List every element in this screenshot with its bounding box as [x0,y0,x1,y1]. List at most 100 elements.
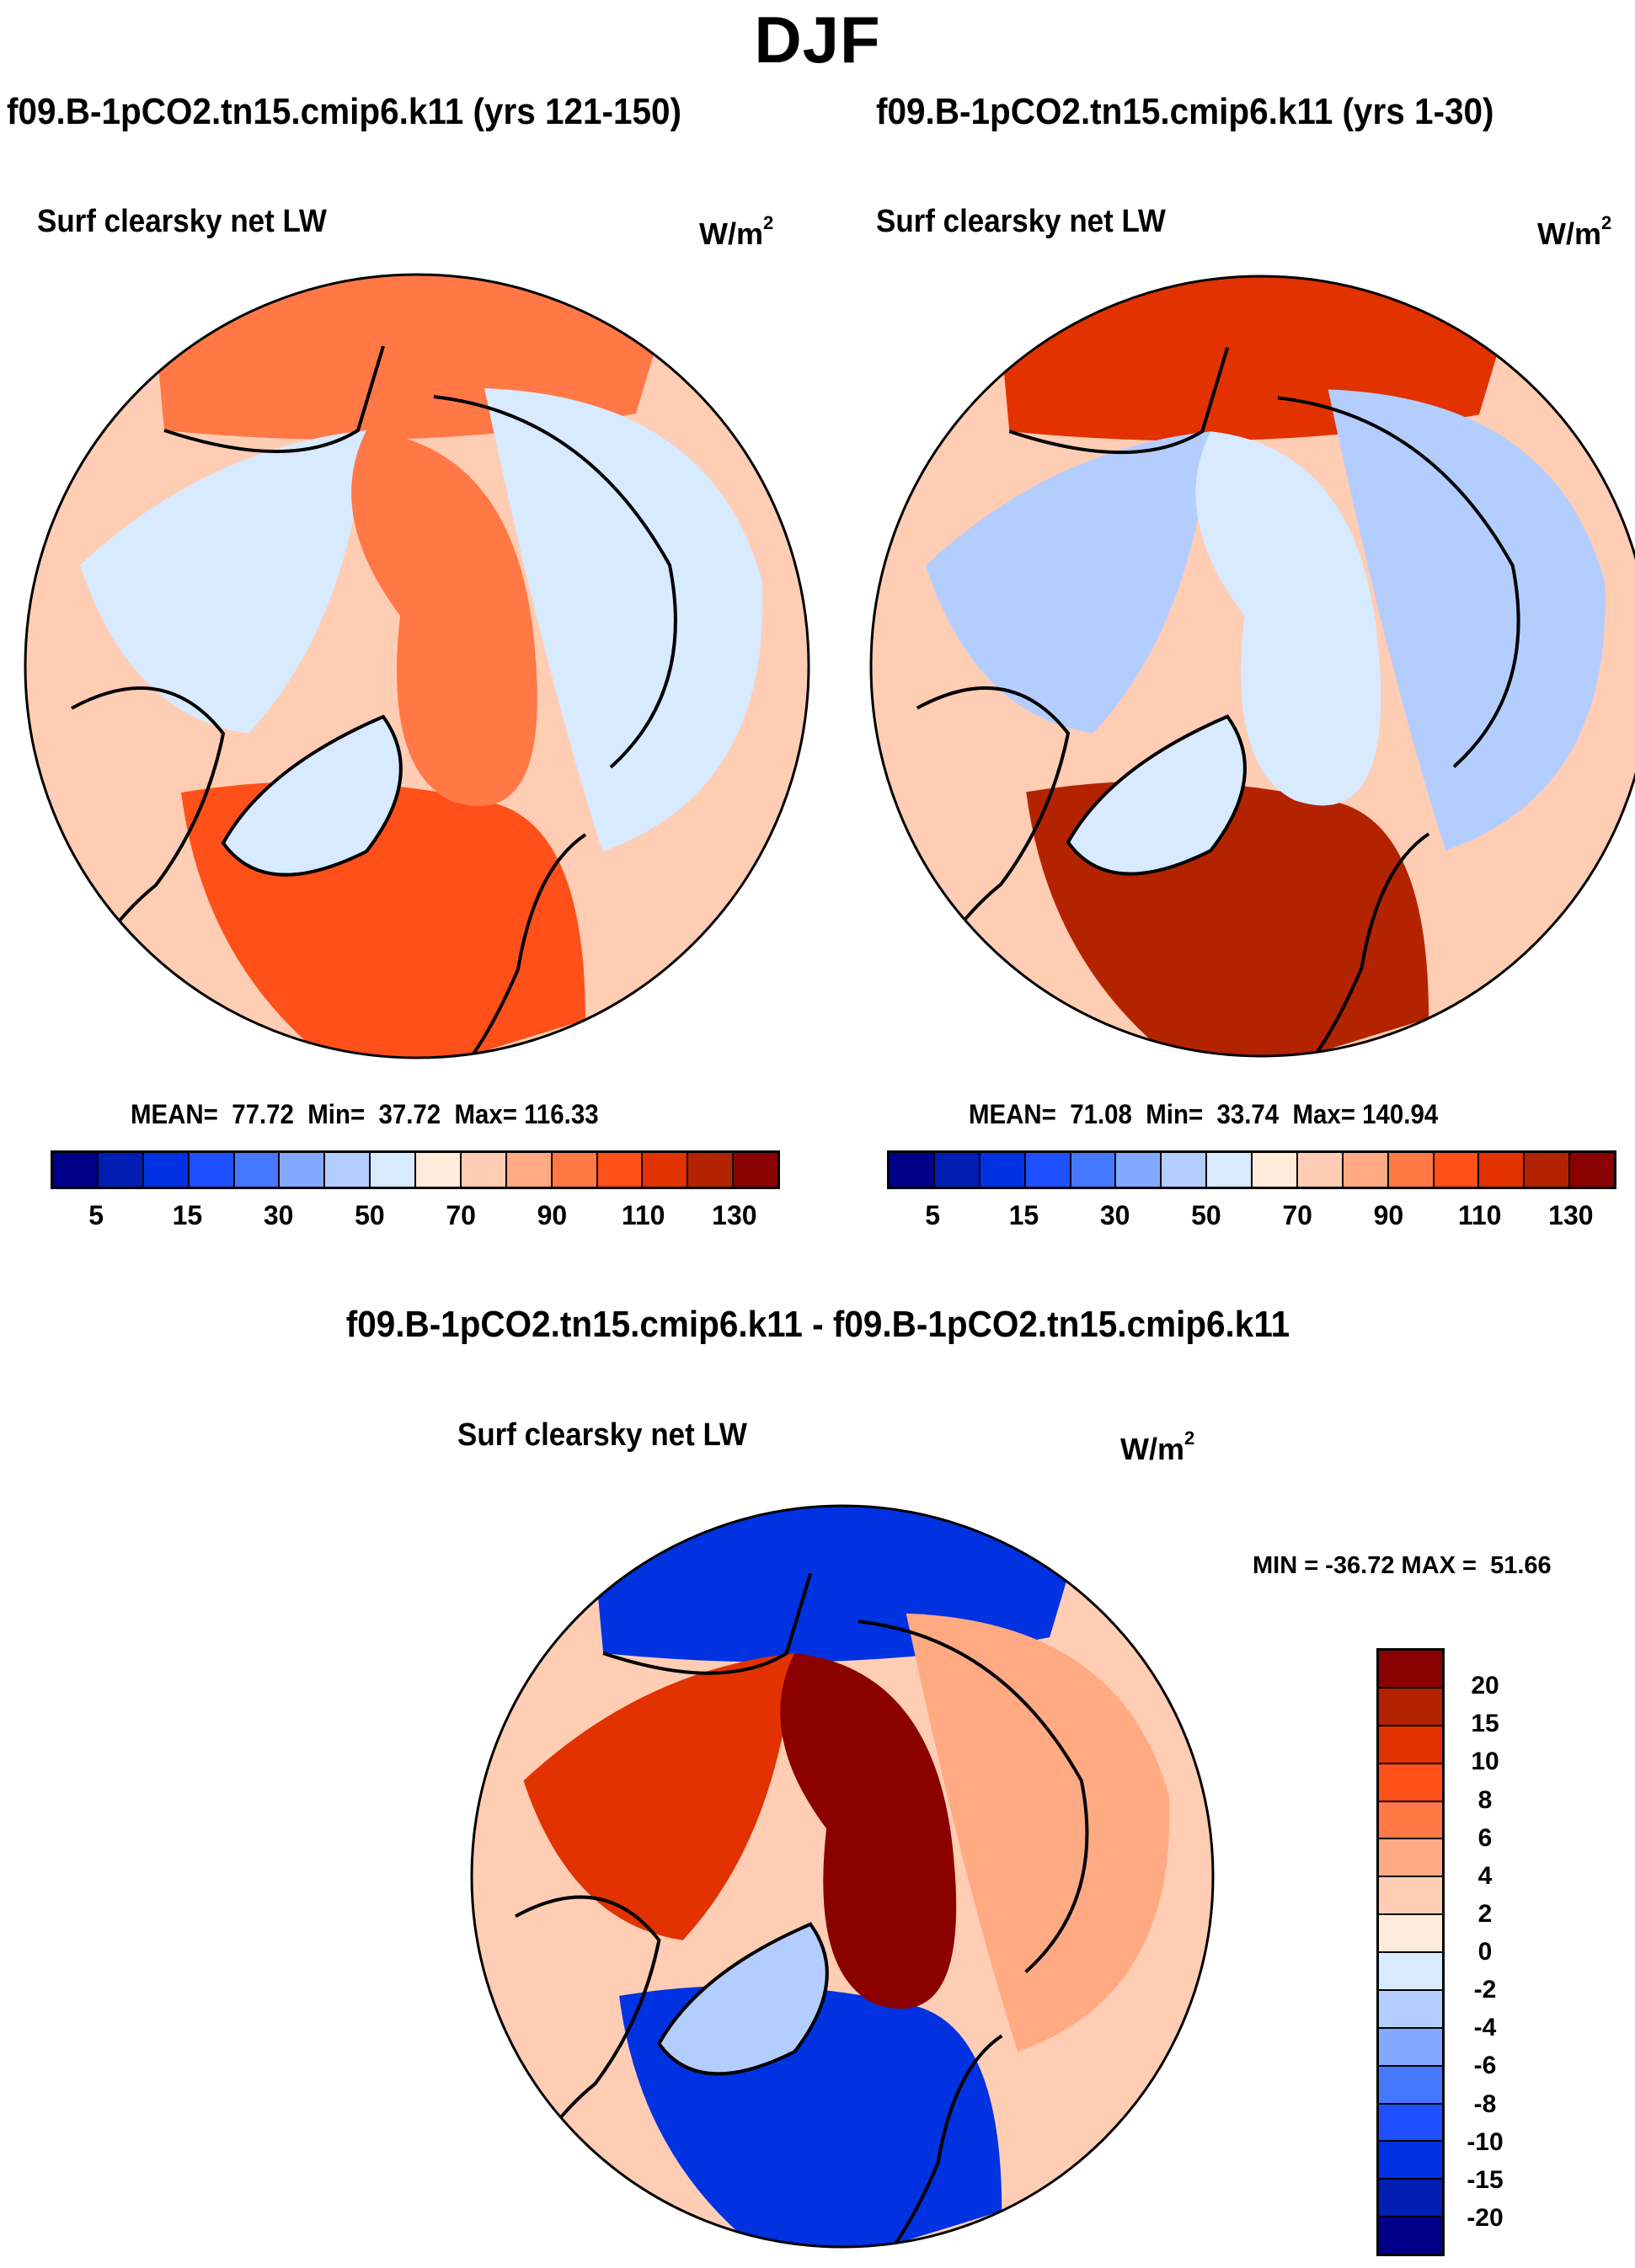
colorbar-swatch [1162,1153,1208,1187]
colorbar-tick-label: 10 [1471,1748,1499,1776]
max-label: Max= [1292,1099,1355,1129]
colorbar-tick-label: 130 [1548,1200,1594,1230]
colorbar-swatch [1379,1915,1442,1953]
map-fill [472,1506,1213,2247]
colorbar-swatch [416,1153,462,1187]
region-canada [80,430,366,734]
colorbar-tick-label: 30 [263,1200,294,1230]
colorbar-tick-label: -10 [1467,2127,1504,2156]
mean-value: 77.72 [232,1099,294,1129]
colorbar-swatch [1434,1153,1480,1187]
colorbar-swatch [325,1153,371,1187]
max-value: 116.33 [524,1099,599,1129]
colorbar-tick-label: -20 [1467,2203,1504,2232]
coastline-siberia [858,1620,1089,1974]
units-superscript: 2 [1184,1428,1195,1449]
region-arctic-ocean [1195,431,1381,806]
colorbar-tick-label: 5 [88,1200,104,1230]
colorbar-swatch [1570,1153,1614,1187]
colorbar-tick-label: -8 [1473,2089,1497,2118]
coastline-alaska [1008,347,1230,455]
stats-right: MEAN= 71.08 Min= 33.74 Max= 140.94 [969,1099,1438,1130]
coastline-scandinavia [1310,832,1430,1056]
colorbar-swatch [1379,1651,1442,1689]
colorbar-tick-label: 15 [1471,1710,1499,1738]
colorbar-tick-label: 2 [1477,1899,1493,1928]
variable-label-left: Surf clearsky net LW [37,204,327,239]
min-label: Min= [307,1099,366,1129]
colorbar-swatch [1379,1877,1442,1916]
colorbar-swatch [1379,1764,1442,1802]
colorbar-swatch [1388,1153,1435,1187]
map-boundary-circle [869,275,1635,1058]
colorbar-swatch [506,1153,553,1187]
colorbar-tick-label: 110 [621,1200,665,1230]
colorbar-tick-label: 6 [1477,1823,1493,1852]
colorbar-swatch [1297,1153,1344,1187]
colorbar-swatch [1525,1153,1571,1187]
colorbar-swatch [371,1153,416,1187]
coastline-hudson-bay [71,686,226,979]
coastline-alaska [163,345,385,453]
colorbar-swatch [53,1153,99,1187]
stats-difference: MIN = -36.72 MAX = 51.66 [1253,1552,1552,1580]
map-fill [871,276,1635,1056]
min-label: MIN = [1253,1552,1319,1579]
colorbar-swatch [890,1153,935,1187]
colorbar-difference [1376,1648,1445,2256]
season-title: DJF [754,3,881,77]
colorbar-tick-label: 90 [1373,1200,1404,1230]
colorbar-swatch [1379,1726,1442,1764]
coastline-alaska [602,1572,813,1675]
colorbar-tick-label: 20 [1471,1672,1499,1700]
map-panel-top-left [24,273,810,1059]
colorbar-swatch [280,1153,326,1187]
colorbar-swatch [597,1153,644,1187]
colorbar-swatch [1379,1688,1442,1726]
region-arctic-ocean [780,1653,957,2009]
coastline-siberia [1277,396,1520,768]
region-siberia [906,1613,1170,2052]
colorbar-tick-label: 70 [1282,1200,1312,1230]
colorbar-swatch [1379,1801,1442,1840]
region-canada [925,431,1211,734]
colorbar-swatch [189,1153,235,1187]
colorbar-swatch [1479,1153,1525,1187]
map-fill [25,275,809,1058]
coastline-hudson-bay [916,686,1071,978]
colorbar-tick-label: 130 [712,1200,757,1230]
units-superscript: 2 [763,212,774,233]
colorbar-swatch [1379,1990,1442,2029]
colorbar-swatch [1379,2142,1442,2180]
colorbar-left [51,1150,780,1189]
min-label: Min= [1146,1099,1204,1129]
colorbar-swatch [1379,2104,1442,2143]
min-value: 33.74 [1216,1099,1280,1129]
colorbar-swatch [934,1153,980,1187]
mean-label: MEAN= [969,1099,1056,1129]
map-panel-bottom-difference [470,1504,1215,2249]
colorbar-swatch [1379,2066,1442,2105]
colorbar-tick-label: 15 [1008,1200,1039,1230]
colorbar-swatch [1116,1153,1162,1187]
colorbar-swatch [688,1153,735,1187]
difference-title-text: f09.B-1pCO2.tn15.cmip6.k11 - f09.B-1pCO2… [345,1304,1290,1345]
units-superscript: 2 [1601,212,1612,233]
mean-label: MEAN= [131,1099,218,1129]
colorbar-swatch [734,1153,777,1187]
colorbar-tick-label: 30 [1099,1200,1130,1230]
region-greenland [657,1922,829,2076]
colorbar-tick-label: 8 [1477,1785,1493,1814]
colorbar-swatch [1025,1153,1071,1187]
coastline-hudson-bay [515,1895,661,2173]
colorbar-right [887,1150,1616,1189]
units-label-right: W/m2 [1537,212,1611,252]
units-text: W/m [1120,1432,1184,1466]
colorbar-swatch [1379,2217,1442,2254]
max-value: 140.94 [1362,1099,1439,1129]
region-canada [523,1653,795,1940]
colorbar-swatch [980,1153,1026,1187]
colorbar-swatch [98,1153,144,1187]
colorbar-tick-label: -15 [1467,2165,1504,2194]
